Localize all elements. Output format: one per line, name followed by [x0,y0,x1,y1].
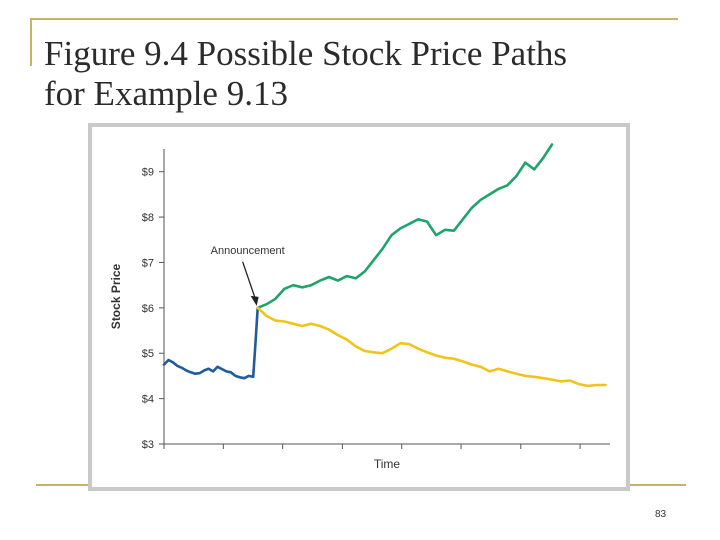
stock-price-chart: $3 $4 $5 $6 $7 $8 $9 Time Stock Price Announceme… [109,143,610,471]
bottom-rule-right [630,484,686,486]
top-rule-horizontal [30,18,678,20]
y-axis-label: Stock Price [109,263,123,329]
y-tick-label: $4 [142,394,154,406]
series-line-0 [162,306,259,380]
page-number: 83 [655,509,667,520]
annotation-arrowhead [250,295,259,306]
slide-title-line-2: for Example 9.13 [44,74,288,113]
x-axis-label: Time [374,457,401,471]
y-tick-label: $7 [142,257,154,269]
slide-title-line-1: Figure 9.4 Possible Stock Price Paths [44,34,568,73]
top-rule-vertical [30,18,32,66]
y-tick-label: $3 [142,439,154,451]
annotation-label: Announcement [211,245,285,257]
slide-title: Figure 9.4 Possible Stock Price Paths fo… [44,34,694,114]
bottom-rule-left [36,484,88,486]
y-tick-label: $6 [142,303,154,315]
series-line-2 [256,306,607,388]
y-tick-label: $5 [142,348,154,360]
series-line-1 [256,143,554,310]
y-tick-label: $8 [142,212,154,224]
y-tick-label: $9 [142,167,154,179]
annotation-arrow-line [242,261,257,301]
figure-frame: $3 $4 $5 $6 $7 $8 $9 Time Stock Price Announceme… [88,123,630,491]
